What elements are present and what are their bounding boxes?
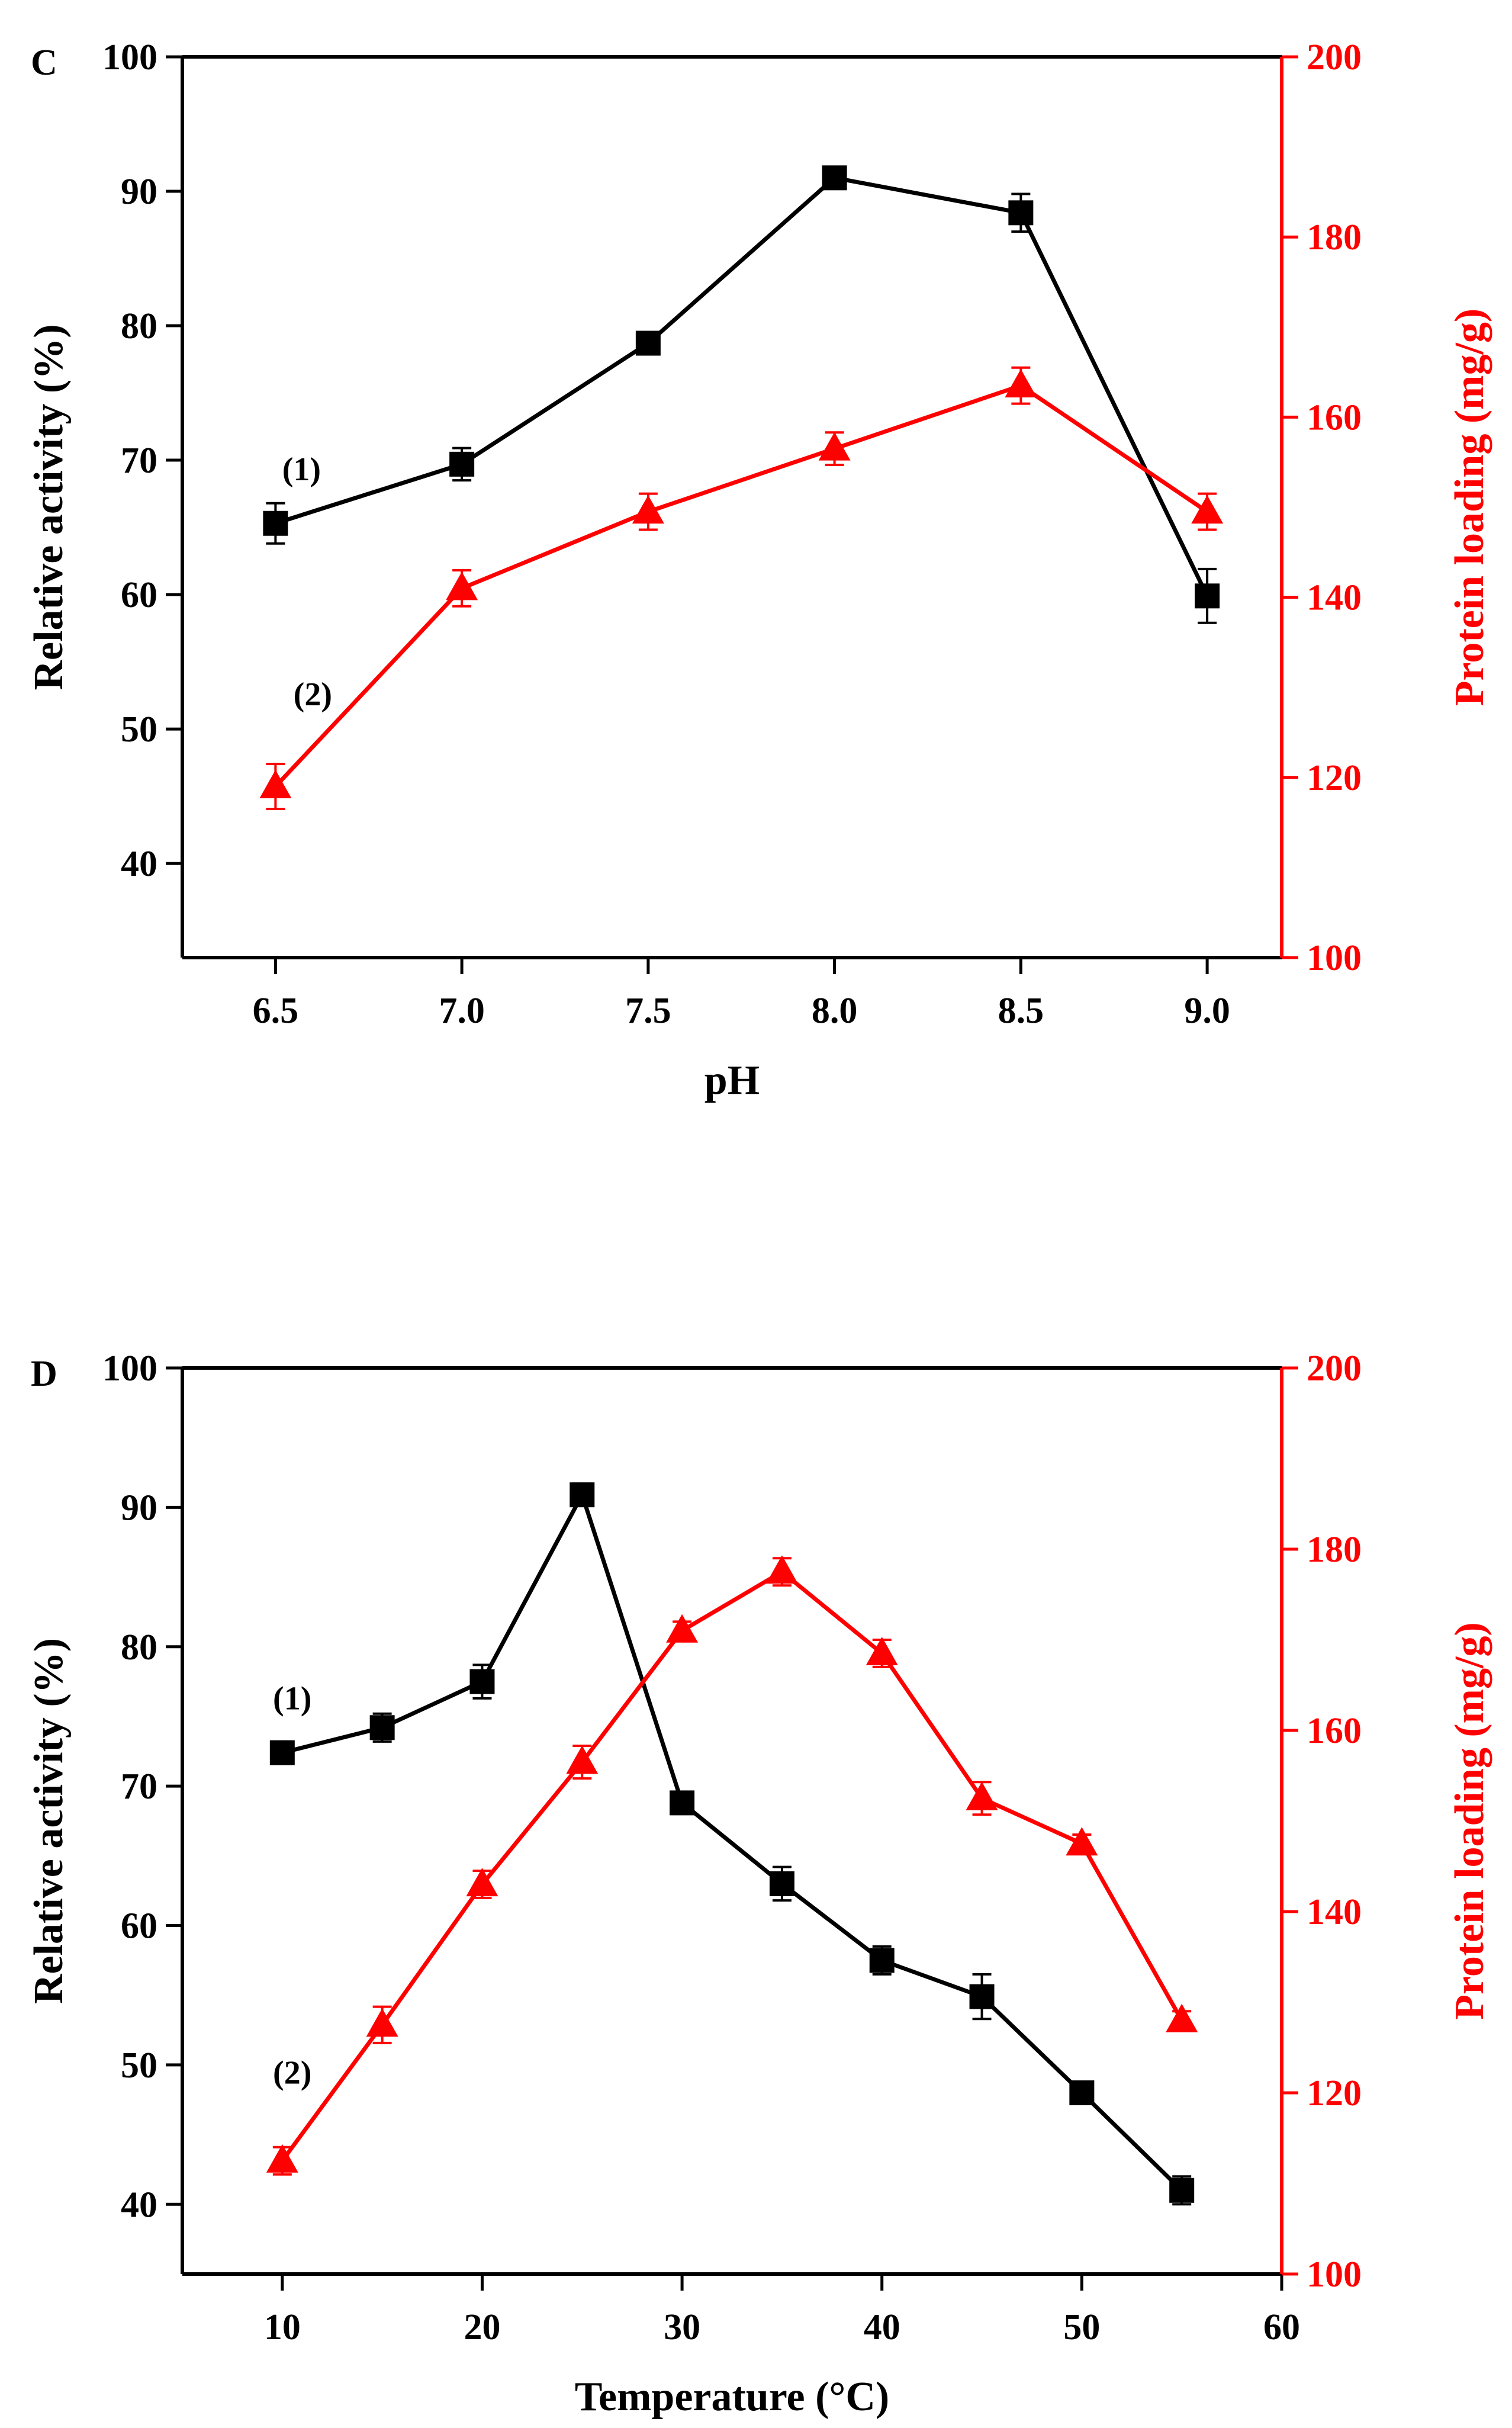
right-y-tick-label: 160 (1307, 397, 1362, 438)
series-1: (1) (263, 165, 1220, 624)
right-y-axis-title: Protein loading (mg/g) (1447, 1622, 1492, 2019)
left-y-tick-label: 50 (121, 2045, 157, 2086)
series-line (281, 1492, 1183, 2192)
data-point-square (635, 330, 661, 356)
panel-letter: C (31, 43, 57, 83)
series-2: (2) (259, 366, 1224, 811)
data-point-triangle (446, 571, 478, 600)
series-2: (2) (266, 1555, 1198, 2176)
data-point-square (369, 1715, 395, 1740)
right-y-axis-title: Protein loading (mg/g) (1447, 309, 1492, 706)
data-point-square (449, 451, 475, 477)
series-label: (2) (273, 2055, 311, 2092)
data-point-triangle (1066, 1827, 1098, 1856)
data-point-triangle (866, 1636, 898, 1665)
x-tick-label: 7.5 (625, 991, 671, 1031)
series-1: (1) (269, 1482, 1195, 2206)
data-point-square (570, 1482, 595, 1508)
left-y-tick-label: 70 (121, 441, 157, 481)
left-y-tick-label: 40 (121, 844, 157, 884)
data-point-square (822, 165, 847, 191)
right-y-tick-label: 140 (1307, 1892, 1362, 1932)
x-tick-label: 8.5 (998, 991, 1044, 1031)
data-point-triangle (1166, 2003, 1198, 2032)
left-y-tick-label: 60 (121, 575, 157, 615)
x-tick-label: 6.5 (253, 991, 299, 1031)
data-point-triangle (765, 1555, 798, 1584)
x-tick-label: 50 (1063, 2307, 1100, 2347)
x-tick-label: 10 (264, 2307, 301, 2347)
data-point-square (1195, 583, 1220, 609)
panel-d-chart: 10 20 30 40 50 60 40 50 60 70 80 90 100 100 120 140 160 1… (26, 1348, 1492, 2420)
data-point-triangle (266, 2144, 298, 2173)
data-point-square (869, 1948, 895, 1973)
series-line (280, 1569, 1184, 2162)
series-label: (1) (282, 451, 321, 488)
left-y-tick-label: 90 (121, 1488, 157, 1528)
left-y-tick-label: 100 (102, 37, 157, 78)
series-label: (2) (294, 676, 332, 713)
right-y-tick-label: 140 (1307, 578, 1362, 618)
x-axis-title: pH (704, 1058, 760, 1103)
series-line (274, 383, 1209, 788)
x-axis-title: Temperature (°C) (575, 2374, 890, 2420)
data-point-triangle (566, 1745, 599, 1774)
left-y-axis-title: Relative activity (%) (26, 1638, 72, 2004)
right-y-tick-label: 200 (1307, 37, 1362, 78)
data-point-square (1008, 200, 1034, 226)
data-point-triangle (818, 432, 851, 461)
right-y-tick-label: 180 (1307, 217, 1362, 258)
data-point-square (769, 1871, 794, 1896)
data-point-triangle (259, 770, 292, 799)
data-point-triangle (1191, 495, 1224, 524)
data-point-square (269, 1740, 295, 1765)
series-label: (1) (273, 1681, 311, 1717)
data-point-square (1169, 2178, 1195, 2203)
right-y-tick-label: 120 (1307, 2073, 1362, 2114)
left-y-axis-title: Relative activity (%) (26, 324, 72, 690)
left-y-tick-label: 80 (121, 1627, 157, 1668)
x-tick-label: 60 (1263, 2307, 1300, 2347)
data-point-square (969, 1984, 995, 2009)
x-tick-label: 40 (864, 2307, 900, 2347)
left-y-tick-label: 50 (121, 709, 157, 750)
right-y-tick-label: 180 (1307, 1530, 1362, 1570)
right-y-tick-label: 120 (1307, 758, 1362, 798)
right-y-tick-label: 200 (1307, 1348, 1362, 1389)
left-y-tick-label: 90 (121, 172, 157, 212)
data-point-square (469, 1669, 495, 1694)
series-line (275, 175, 1209, 597)
data-point-triangle (466, 1868, 498, 1897)
data-point-triangle (1005, 369, 1037, 398)
left-y-tick-label: 80 (121, 306, 157, 346)
left-y-tick-label: 100 (102, 1348, 157, 1389)
x-tick-label: 20 (464, 2307, 500, 2347)
right-y-tick-label: 160 (1307, 1711, 1362, 1751)
data-point-square (263, 510, 288, 536)
data-point-triangle (966, 1781, 998, 1810)
panel-letter: D (31, 1354, 57, 1394)
left-y-tick-label: 60 (121, 1906, 157, 1947)
data-point-square (670, 1790, 695, 1816)
left-y-tick-label: 40 (121, 2185, 157, 2225)
data-point-triangle (666, 1614, 699, 1643)
x-tick-label: 9.0 (1184, 991, 1230, 1031)
data-point-triangle (366, 2008, 398, 2037)
x-tick-label: 30 (664, 2307, 700, 2347)
panel-c-chart: 6.5 7.0 7.5 8.0 8.5 9.0 40 50 60 70 80 90 100 100 120 1… (26, 37, 1492, 1103)
data-point-square (1069, 2080, 1095, 2105)
right-y-tick-label: 100 (1307, 2254, 1362, 2295)
x-tick-label: 7.0 (439, 991, 485, 1031)
x-tick-label: 8.0 (812, 991, 858, 1031)
left-y-tick-label: 70 (121, 1767, 157, 1807)
right-y-tick-label: 100 (1307, 938, 1362, 978)
data-point-triangle (632, 495, 664, 524)
